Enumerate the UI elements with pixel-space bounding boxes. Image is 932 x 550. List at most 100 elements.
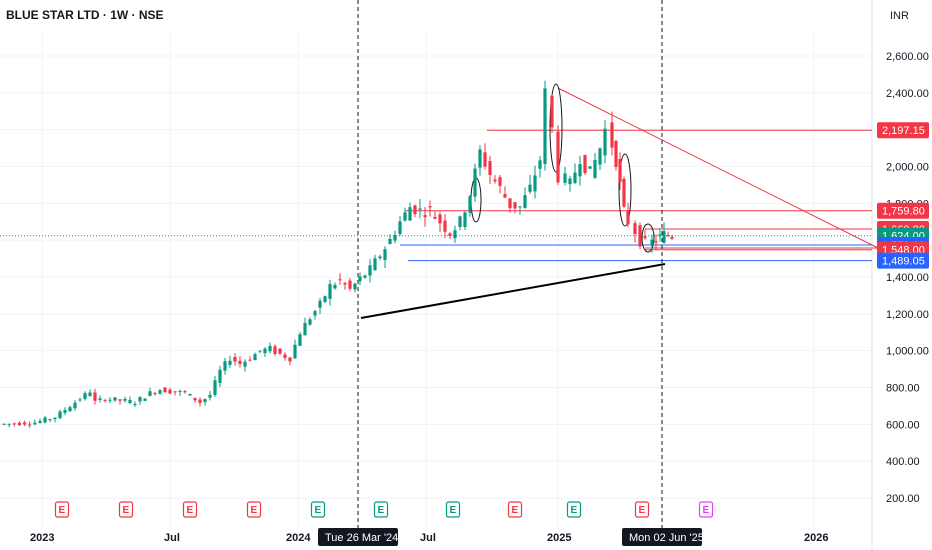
candle-body	[654, 241, 658, 243]
candle-body	[248, 359, 252, 361]
earnings-marker[interactable]: E	[507, 501, 523, 518]
candle-body	[388, 238, 392, 245]
candle-body	[83, 393, 87, 399]
x-tick-label: 2023	[30, 532, 54, 544]
candle-body	[268, 345, 272, 352]
earnings-marker-label: E	[251, 505, 258, 516]
candle-body	[483, 152, 487, 167]
candle-body	[28, 424, 32, 426]
candle-body	[614, 141, 618, 167]
earnings-marker-box	[373, 501, 389, 518]
candle-body	[293, 344, 297, 359]
candle-body	[588, 166, 592, 169]
candle-body	[68, 407, 72, 412]
candle-body	[22, 422, 27, 425]
y-tick-label: 2,000.00	[886, 162, 929, 174]
currency-label[interactable]: INR	[890, 10, 909, 22]
crosshair-date-tag	[622, 528, 702, 546]
y-tick-label: 2,600.00	[886, 51, 929, 63]
candle-body	[568, 178, 572, 185]
grid-lines	[0, 0, 873, 550]
candle-body	[598, 148, 602, 165]
trend-drawings	[357, 0, 879, 530]
candle-body	[383, 249, 387, 260]
earnings-marker-label: E	[571, 505, 578, 516]
earnings-marker[interactable]: E	[54, 501, 70, 518]
earnings-marker[interactable]: E	[566, 501, 582, 518]
candle-body	[523, 195, 527, 208]
candle-body	[38, 420, 42, 423]
candle-body	[358, 276, 362, 282]
candle-body	[533, 175, 537, 192]
earnings-marker-box	[118, 501, 134, 518]
earnings-marker[interactable]: E	[373, 501, 389, 518]
candle-body	[333, 284, 337, 289]
x-tick-label: 2025	[547, 532, 571, 544]
highlight-ellipse	[618, 153, 632, 227]
earnings-marker-label: E	[187, 505, 194, 516]
y-tick-label: 600.00	[886, 419, 920, 431]
candle-body	[17, 422, 22, 426]
earnings-marker[interactable]: E	[634, 501, 650, 518]
y-tick-label: 800.00	[886, 383, 920, 395]
candle-body	[198, 399, 202, 403]
time-axis[interactable]: 2023 Jul 2024 Jul 2025 2026 Tue 26 Mar '24 Mon …	[30, 528, 828, 546]
candle-body	[73, 402, 77, 409]
candle-body	[513, 202, 517, 209]
y-tick-label: 400.00	[886, 456, 920, 468]
candle-body	[178, 391, 182, 393]
earnings-marker[interactable]: E	[698, 501, 714, 518]
candle-body	[493, 179, 497, 182]
x-tick-label: 2026	[804, 532, 828, 544]
crosshair-date-tag	[318, 528, 398, 546]
earnings-marker-label: E	[59, 505, 66, 516]
candle-body	[258, 350, 262, 352]
candle-body	[128, 400, 132, 404]
earnings-marker[interactable]: E	[246, 501, 262, 518]
y-tick-label: 1,000.00	[886, 346, 929, 358]
candle-body	[662, 231, 666, 243]
price-axis[interactable]: 2,600.002,400.002,200.002,000.001,800.00…	[877, 51, 929, 505]
earnings-marker-box	[54, 501, 70, 518]
x-tick-label: 2024	[286, 532, 311, 544]
candle-body	[528, 184, 532, 192]
support-trendline	[360, 263, 666, 319]
price-level-tag	[877, 252, 929, 269]
candle-body	[413, 205, 417, 215]
candle-body	[423, 215, 427, 218]
candle-body	[518, 206, 522, 208]
earnings-marker[interactable]: E	[182, 501, 198, 518]
candle-body	[308, 319, 312, 325]
price-level-tag	[877, 122, 929, 139]
candle-body	[98, 398, 102, 400]
candle-body	[643, 236, 647, 239]
earnings-marker[interactable]: E	[310, 501, 326, 518]
candle-body	[418, 208, 422, 210]
candle-body	[633, 223, 637, 235]
candle-body	[233, 356, 237, 362]
candle-body	[353, 283, 357, 290]
candle-body	[448, 233, 452, 236]
candle-body	[273, 346, 277, 354]
y-tick-label: 1,200.00	[886, 309, 929, 321]
candle-body	[113, 397, 117, 401]
candle-body	[438, 214, 442, 224]
candle-body	[338, 279, 342, 281]
earnings-marker-box	[507, 501, 523, 518]
candle-body	[318, 300, 322, 308]
candle-body	[323, 296, 327, 302]
candle-body	[550, 95, 554, 128]
candle-body	[153, 393, 157, 395]
x-tick-label: Jul	[420, 532, 436, 544]
candle-body	[173, 391, 177, 393]
candle-body	[93, 392, 97, 401]
candle-body	[188, 393, 192, 396]
candle-body	[163, 387, 167, 393]
candle-body	[658, 234, 662, 237]
earnings-marker-label: E	[450, 505, 457, 516]
candle-body	[238, 360, 242, 364]
candle-body	[53, 417, 57, 420]
earnings-marker[interactable]: E	[118, 501, 134, 518]
earnings-marker[interactable]: E	[445, 501, 461, 518]
